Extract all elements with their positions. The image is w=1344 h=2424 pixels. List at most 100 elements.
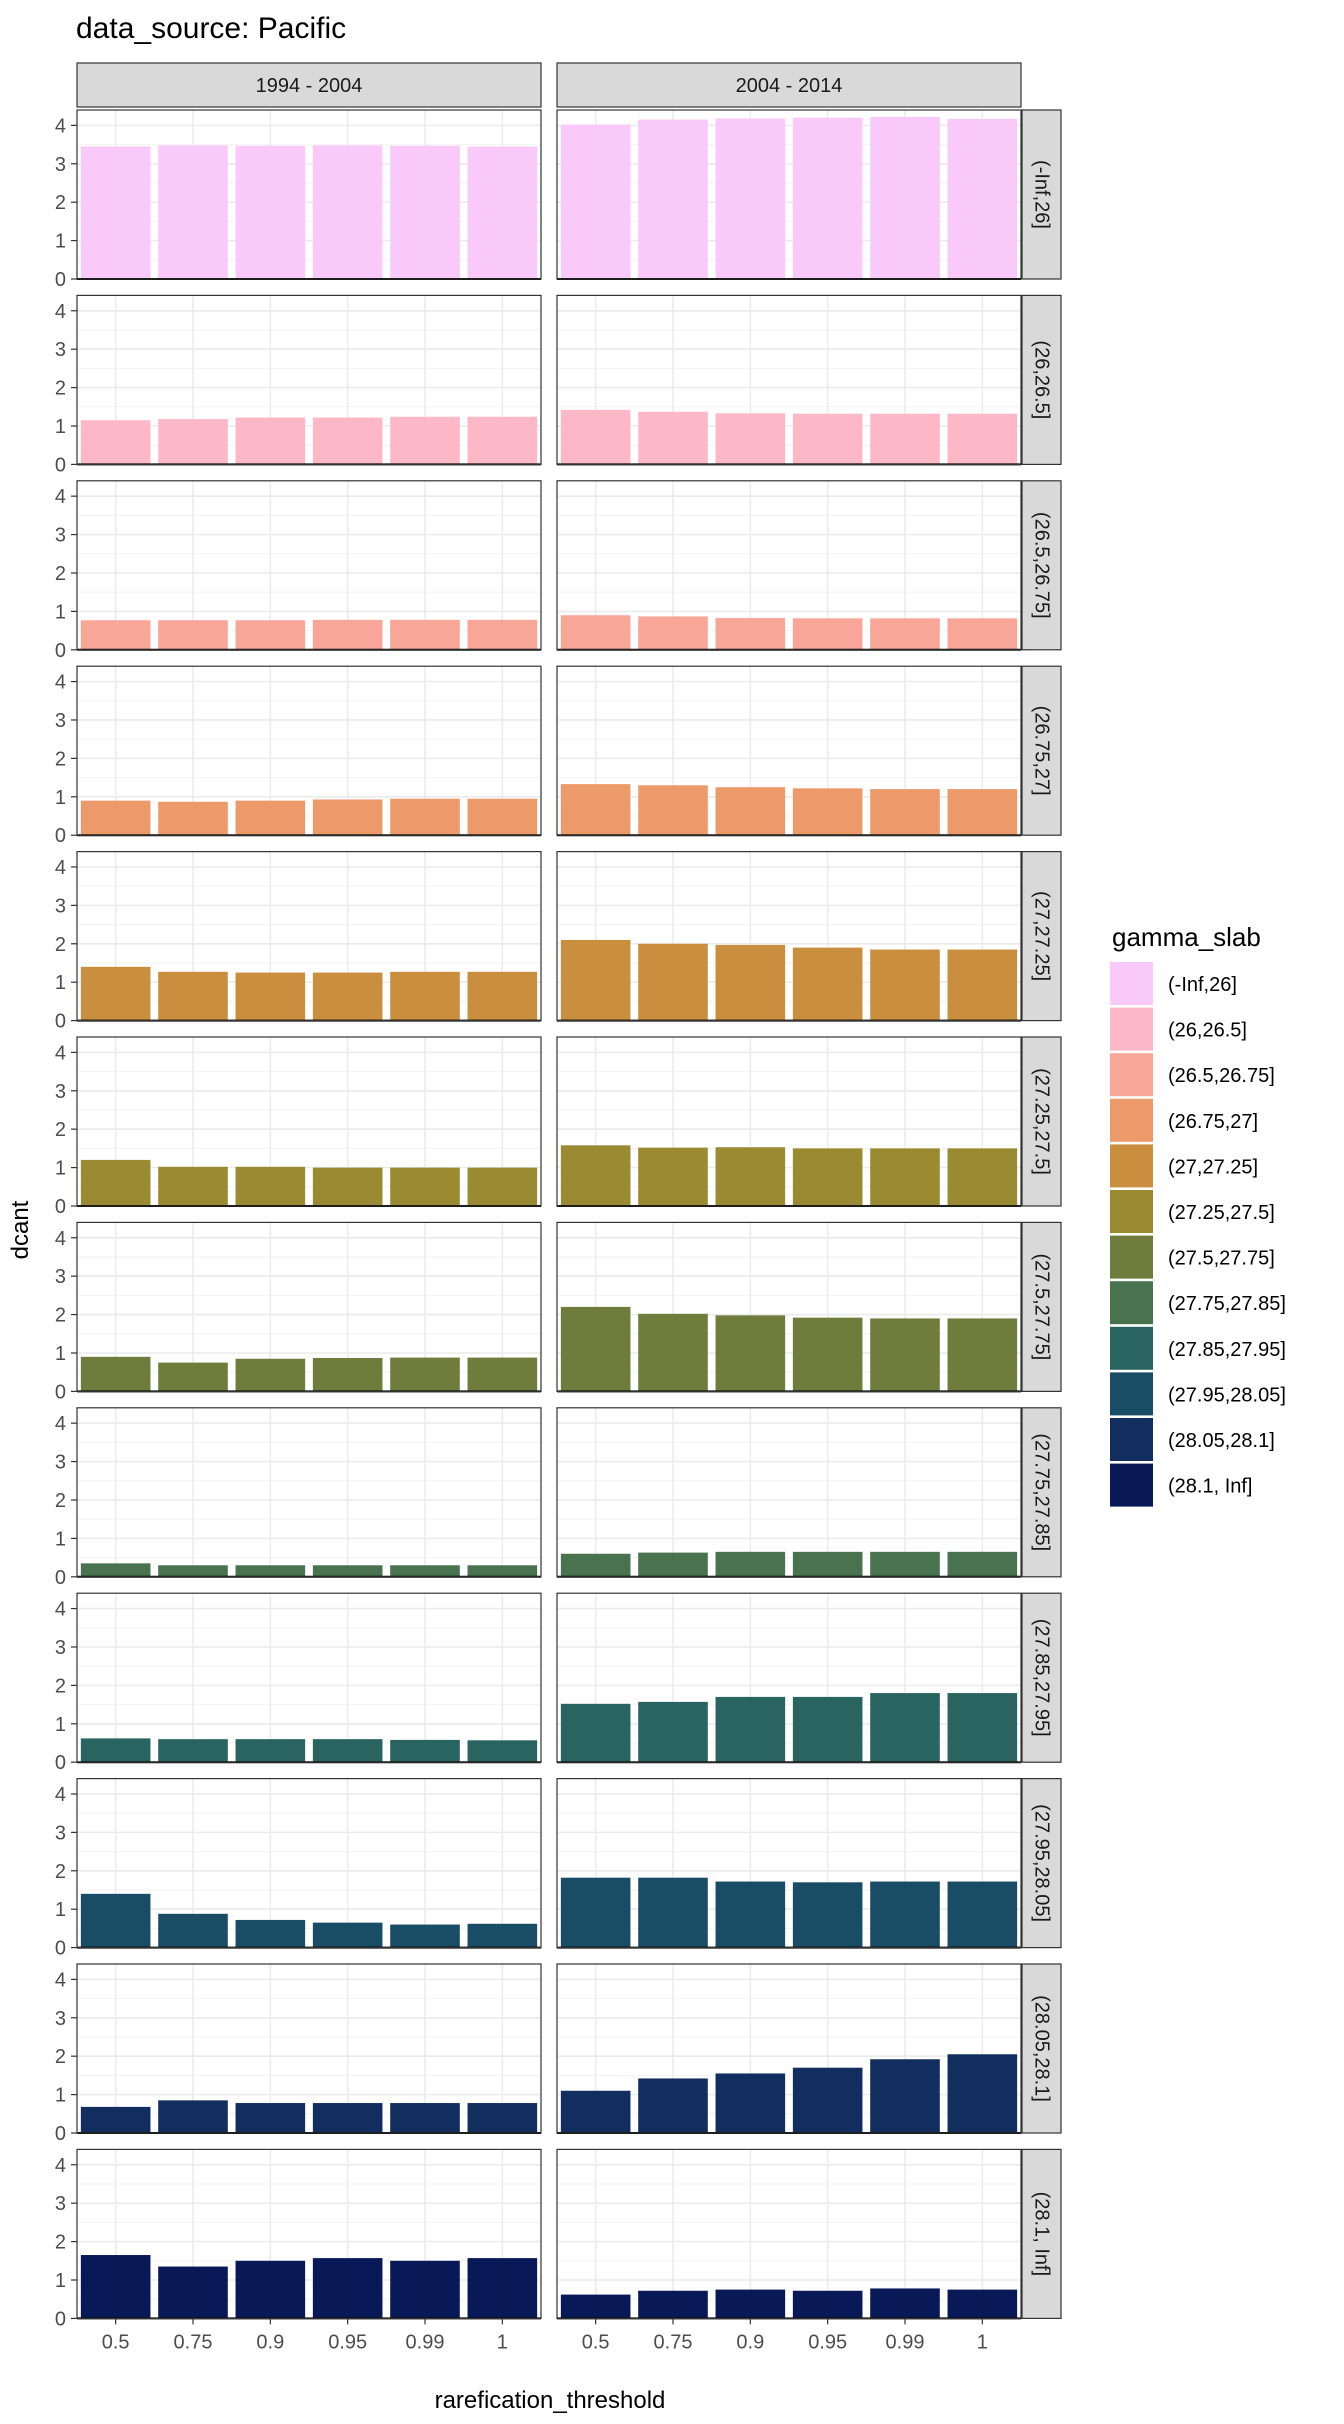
panel-border [556,1592,1022,1763]
bar [560,939,631,1021]
bar [870,1318,940,1392]
bar [467,2103,538,2133]
bar [715,1551,786,1577]
panel-border [556,665,1022,836]
bar [947,1148,1018,1206]
y-tick-label: 3 [55,1822,66,1844]
y-tick-label: 4 [55,1784,66,1806]
bar [560,1553,631,1577]
x-tick-label: 1 [977,2331,988,2353]
bar [870,116,940,279]
bar [870,2288,940,2319]
y-tick-label: 4 [55,1042,66,1064]
bar [235,1739,306,1763]
panel-border [76,2148,542,2319]
bar [390,1565,460,1577]
bar [467,798,538,836]
bar [715,413,786,465]
y-tick-label: 4 [55,1228,66,1250]
bar [158,1565,228,1577]
y-tick-label: 4 [55,1413,66,1435]
y-tick-label: 4 [55,1969,66,1991]
y-tick-label: 0 [55,1567,66,1589]
y-tick-label: 1 [55,1714,66,1736]
row-strip [1021,1221,1062,1393]
panel-border [556,1407,1022,1578]
bar [312,1922,383,1948]
bar [235,2103,306,2133]
legend-swatch [1110,1235,1153,1279]
panel-background [557,1407,1021,1577]
y-tick-label: 0 [55,1938,66,1960]
bar [235,800,306,836]
y-tick-label: 3 [55,2008,66,2030]
x-tick-label: 0.99 [406,2331,445,2353]
legend-swatch [1110,1190,1153,1233]
panel-border [76,480,542,651]
bar [638,785,708,836]
bar [390,1739,460,1763]
bar [80,800,151,836]
y-tick-label: 2 [55,1305,66,1327]
bar [715,2073,786,2133]
bar [467,416,538,465]
bar [80,1893,151,1948]
y-tick-label: 1 [55,601,66,623]
row-strip-label: (27.75,27.85] [1031,1433,1053,1551]
bar [390,416,460,465]
y-tick-label: 1 [55,787,66,809]
y-tick-label: 3 [55,154,66,176]
legend-label: (26,26.5] [1168,1020,1247,1042]
row-strip [1021,1777,1062,1949]
bar [467,1740,538,1763]
bar [560,409,631,465]
bar [715,617,786,650]
bar [158,145,228,279]
bar [235,145,306,279]
panel-border [556,2148,1022,2319]
x-tick-label: 0.95 [328,2331,367,2353]
x-tick-label: 1 [497,2331,508,2353]
bar [792,618,863,650]
legend-label: (-Inf,26] [1168,974,1237,996]
bar [390,971,460,1021]
row-strip [1021,294,1062,465]
chart-title: data_source: Pacific [76,12,346,45]
row-strip-label: (-Inf,26] [1031,160,1053,229]
bar [80,1159,151,1206]
bar [638,1701,708,1763]
panel-background [77,1407,541,1577]
bar [390,798,460,836]
bar [947,1881,1018,1948]
bar [792,788,863,836]
legend-swatch [1110,1418,1153,1461]
y-tick-label: 4 [55,672,66,694]
panel-background [77,480,541,650]
bar [158,2100,228,2133]
y-tick-label: 1 [55,1343,66,1365]
bar [638,411,708,465]
column-strip [556,62,1022,108]
bar [870,789,940,836]
bar [390,2103,460,2133]
y-tick-label: 3 [55,1081,66,1103]
panel-background [557,1778,1021,1948]
bar [792,1148,863,1206]
bar [560,784,631,836]
bar [467,2258,538,2319]
bar [467,146,538,279]
bar [312,1357,383,1392]
bar [638,2078,708,2133]
bar [158,419,228,465]
row-strip [1021,665,1062,836]
legend-title: gamma_slab [1112,922,1261,952]
bar [390,1924,460,1948]
bar [870,1881,940,1948]
legend-label: (28.1, Inf] [1168,1476,1253,1498]
y-tick-label: 1 [55,416,66,438]
legend-swatch [1110,1326,1153,1370]
bar [792,1882,863,1948]
legend-swatch [1110,1053,1153,1097]
bar [390,145,460,279]
bar [792,117,863,279]
